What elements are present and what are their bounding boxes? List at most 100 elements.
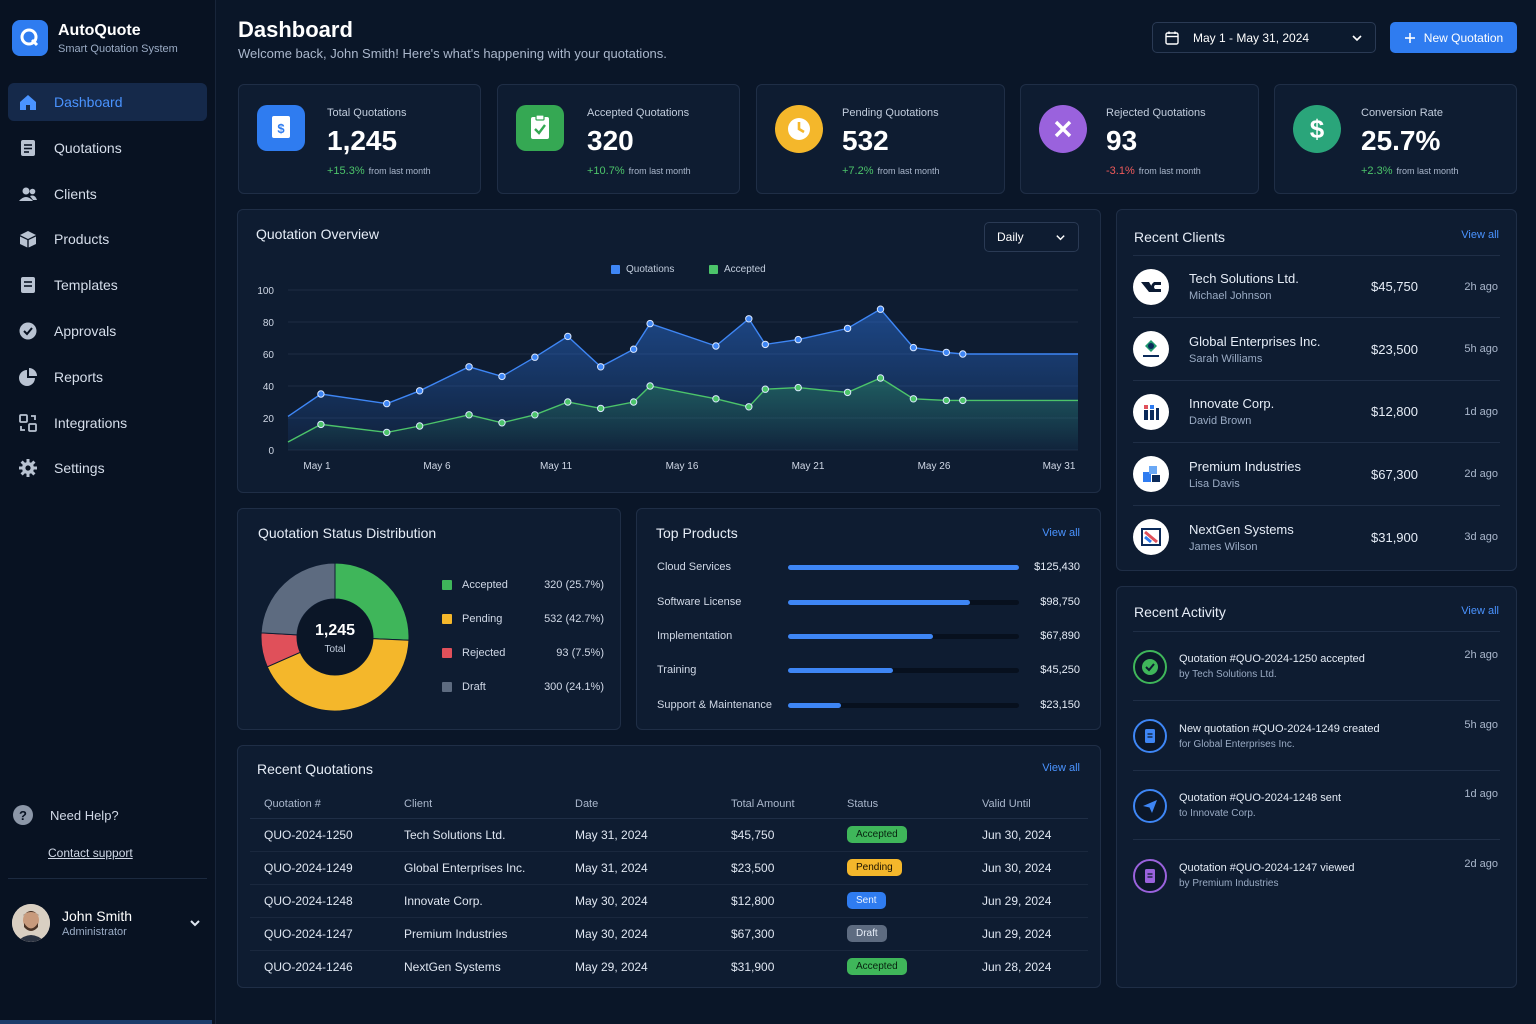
data-point-accepted[interactable] xyxy=(531,411,539,419)
data-point-quotations[interactable] xyxy=(531,353,539,361)
column-header[interactable]: Quotation # xyxy=(250,790,390,819)
data-point-accepted[interactable] xyxy=(942,396,951,405)
product-row[interactable]: Software License $98,750 xyxy=(657,592,1080,612)
data-point-quotations[interactable] xyxy=(942,348,951,357)
client-info: Premium Industries Lisa Davis xyxy=(1189,459,1301,490)
table-row[interactable]: QUO-2024-1250 Tech Solutions Ltd. May 31, … xyxy=(250,818,1088,852)
data-point-accepted[interactable] xyxy=(597,404,605,413)
help-label: Need Help? xyxy=(50,807,119,823)
table-row[interactable]: QUO-2024-1249 Global Enterprises Inc. May … xyxy=(250,851,1088,885)
kpi-card-total-quotations[interactable]: $ Total Quotations 1,245 +15.3% from last mo… xyxy=(238,84,481,194)
user-profile[interactable]: John Smith Administrator xyxy=(12,904,202,942)
chevron-down-icon xyxy=(1056,234,1065,240)
kpi-card-conversion-rate[interactable]: $ Conversion Rate 25.7% +2.3% from last mont… xyxy=(1274,84,1517,194)
recent-quotations-view-all-link[interactable]: View all xyxy=(1042,762,1080,774)
data-point-accepted[interactable] xyxy=(843,388,852,397)
data-point-quotations[interactable] xyxy=(745,315,753,323)
data-point-quotations[interactable] xyxy=(876,305,885,313)
data-point-accepted[interactable] xyxy=(629,398,638,406)
column-header[interactable]: Client xyxy=(390,790,561,819)
plus-icon xyxy=(1404,32,1415,43)
data-point-quotations[interactable] xyxy=(794,335,802,344)
period-select[interactable]: Daily xyxy=(984,222,1079,252)
table-row[interactable]: QUO-2024-1248 Innovate Corp. May 30, 2024 $… xyxy=(250,884,1088,918)
data-point-accepted[interactable] xyxy=(959,396,967,405)
table-row[interactable]: QUO-2024-1247 Premium Industries May 30, 2… xyxy=(250,917,1088,951)
data-point-accepted[interactable] xyxy=(745,403,753,411)
client-list-item[interactable]: Tech Solutions Ltd. Michael Johnson $45,75… xyxy=(1133,256,1500,318)
client-list-item[interactable]: Global Enterprises Inc. Sarah Williams $23… xyxy=(1133,319,1500,381)
sidebar-item-quotations[interactable]: Quotations xyxy=(8,129,207,167)
product-row[interactable]: Training $45,250 xyxy=(657,660,1080,680)
data-point-accepted[interactable] xyxy=(712,395,720,403)
data-point-accepted[interactable] xyxy=(498,419,506,427)
data-point-quotations[interactable] xyxy=(597,363,605,371)
data-point-quotations[interactable] xyxy=(646,319,654,328)
client-time: 3d ago xyxy=(1464,531,1498,544)
data-point-quotations[interactable] xyxy=(564,332,572,341)
data-point-quotations[interactable] xyxy=(498,372,506,381)
column-header[interactable]: Valid Until xyxy=(968,790,1088,819)
data-point-quotations[interactable] xyxy=(712,342,720,350)
data-point-accepted[interactable] xyxy=(646,382,654,390)
data-point-quotations[interactable] xyxy=(317,390,325,398)
activity-item[interactable]: Quotation #QUO-2024-1247 viewed by Premiu… xyxy=(1133,842,1500,910)
kpi-card-pending-quotations[interactable]: Pending Quotations 532 +7.2% from last mont… xyxy=(756,84,1005,194)
recent-clients-view-all-link[interactable]: View all xyxy=(1461,229,1499,241)
status-badge: Accepted xyxy=(847,958,907,976)
activity-item[interactable]: Quotation #QUO-2024-1250 accepted by Tech… xyxy=(1133,633,1500,701)
cell-id: QUO-2024-1248 xyxy=(250,884,390,918)
kpi-delta: +2.3% from last month xyxy=(1361,165,1459,177)
data-point-accepted[interactable] xyxy=(564,398,572,406)
top-products-view-all-link[interactable]: View all xyxy=(1042,527,1080,539)
activity-item[interactable]: Quotation #QUO-2024-1248 sent to Innovate… xyxy=(1133,772,1500,840)
sidebar-item-settings[interactable]: Settings xyxy=(8,449,207,487)
sidebar-item-approvals[interactable]: Approvals xyxy=(8,312,207,350)
sidebar-item-integrations[interactable]: Integrations xyxy=(8,404,207,442)
data-point-accepted[interactable] xyxy=(317,420,325,429)
table-row[interactable]: QUO-2024-1246 NextGen Systems May 29, 2024… xyxy=(250,950,1088,983)
product-row[interactable]: Cloud Services $125,430 xyxy=(657,557,1080,577)
client-list-item[interactable]: NextGen Systems James Wilson $31,900 3d ago xyxy=(1133,506,1500,568)
new-quotation-button[interactable]: New Quotation xyxy=(1390,22,1517,53)
activity-item[interactable]: New quotation #QUO-2024-1249 created for … xyxy=(1133,703,1500,771)
legend-label-accepted: Accepted xyxy=(724,264,766,275)
kpi-card-rejected-quotations[interactable]: Rejected Quotations 93 -3.1% from last mont… xyxy=(1020,84,1259,194)
sidebar-item-clients[interactable]: Clients xyxy=(8,175,207,213)
sidebar-item-reports[interactable]: Reports xyxy=(8,358,207,396)
data-point-accepted[interactable] xyxy=(794,383,802,392)
data-point-accepted[interactable] xyxy=(383,428,391,437)
app-logo[interactable]: AutoQuote Smart Quotation System xyxy=(12,20,178,56)
data-point-accepted[interactable] xyxy=(761,385,769,393)
data-point-quotations[interactable] xyxy=(415,387,424,395)
column-header[interactable]: Status xyxy=(833,790,968,819)
date-range-picker[interactable]: May 1 - May 31, 2024 xyxy=(1152,22,1376,53)
data-point-quotations[interactable] xyxy=(761,340,769,349)
data-point-quotations[interactable] xyxy=(629,345,638,353)
contact-support-link[interactable]: Contact support xyxy=(48,846,133,860)
data-point-accepted[interactable] xyxy=(876,374,885,382)
column-header[interactable]: Total Amount xyxy=(717,790,833,819)
client-list-item[interactable]: Innovate Corp. David Brown $12,800 1d ago xyxy=(1133,381,1500,444)
help-section[interactable]: ? Need Help? xyxy=(12,804,119,826)
data-point-accepted[interactable] xyxy=(909,395,918,403)
data-point-quotations[interactable] xyxy=(383,399,391,408)
data-point-accepted[interactable] xyxy=(465,411,473,419)
data-point-quotations[interactable] xyxy=(909,343,918,352)
chevron-down-icon[interactable] xyxy=(188,916,202,930)
sidebar-item-templates[interactable]: Templates xyxy=(8,266,207,304)
client-list-item[interactable]: Premium Industries Lisa Davis $67,300 2d ag… xyxy=(1133,444,1500,506)
recent-activity-view-all-link[interactable]: View all xyxy=(1461,605,1499,617)
product-row[interactable]: Implementation $67,890 xyxy=(657,626,1080,646)
product-row[interactable]: Support & Maintenance $23,150 xyxy=(657,695,1080,715)
data-point-quotations[interactable] xyxy=(959,350,967,358)
sidebar-item-dashboard[interactable]: Dashboard xyxy=(8,83,207,121)
data-point-accepted[interactable] xyxy=(415,422,424,430)
client-name: Tech Solutions Ltd. xyxy=(1189,271,1299,286)
column-header[interactable]: Date xyxy=(561,790,717,819)
kpi-card-accepted-quotations[interactable]: Accepted Quotations 320 +10.7% from last mo… xyxy=(497,84,740,194)
recent-activity-title: Recent Activity xyxy=(1134,604,1226,620)
sidebar-item-products[interactable]: Products xyxy=(8,220,207,258)
data-point-quotations[interactable] xyxy=(465,363,473,371)
data-point-quotations[interactable] xyxy=(843,324,852,333)
